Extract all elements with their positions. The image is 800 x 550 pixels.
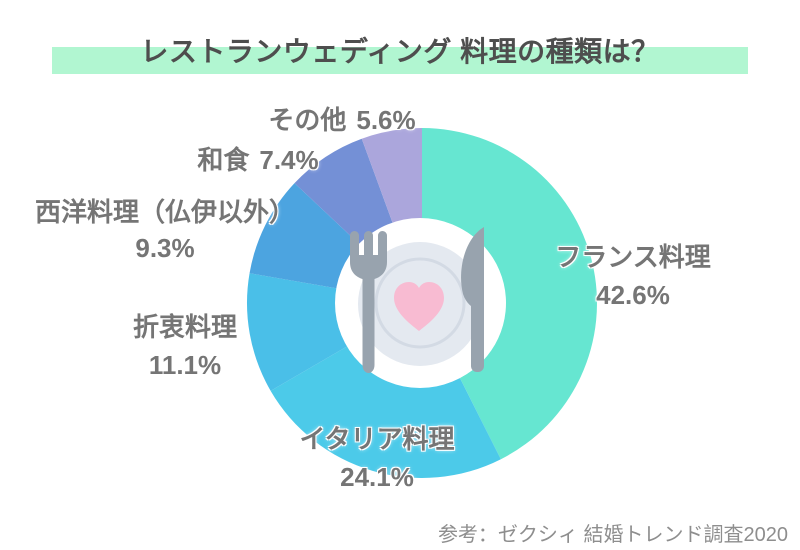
segment-pct: 11.1% xyxy=(148,350,222,380)
label-fusion: 折衷料理 11.1% xyxy=(133,308,237,384)
segment-name: フランス料理 xyxy=(555,242,711,272)
segment-pct: 5.6% xyxy=(356,105,416,135)
donut-segment-5 xyxy=(361,128,422,225)
donut-segment-1 xyxy=(270,345,501,479)
title-highlight-bar xyxy=(52,47,748,74)
donut-segment-0 xyxy=(422,128,597,460)
segment-name: 西洋料理（仏伊以外） xyxy=(34,197,296,227)
segment-name: その他 xyxy=(268,105,347,135)
label-other: その他 5.6% xyxy=(268,101,415,139)
label-italian: イタリア料理 24.1% xyxy=(300,420,455,496)
donut-segment-3 xyxy=(249,183,361,289)
donut-segment-2 xyxy=(247,273,350,391)
donut-segments xyxy=(247,128,597,479)
fork-icon xyxy=(350,231,387,373)
knife-icon xyxy=(461,227,484,372)
label-france: フランス料理 42.6% xyxy=(555,238,710,314)
segment-pct: 7.4% xyxy=(259,145,319,175)
segment-name: 折衷料理 xyxy=(132,312,238,342)
label-western: 西洋料理（仏伊以外） 9.3% xyxy=(35,194,295,266)
segment-name: イタリア料理 xyxy=(299,424,455,454)
page-title: レストランウェディング 料理の種類は？ xyxy=(140,36,660,67)
source-caption: 参考：ゼクシィ 結婚トレンド調査2020 xyxy=(437,524,788,546)
segment-pct: 9.3% xyxy=(135,233,195,263)
plate-icon xyxy=(335,218,505,388)
donut-segment-4 xyxy=(294,138,394,246)
segment-pct: 24.1% xyxy=(340,462,414,492)
label-japanese: 和食 7.4% xyxy=(197,141,318,179)
heart-icon xyxy=(394,282,444,331)
segment-pct: 42.6% xyxy=(596,280,670,310)
plate-ring xyxy=(374,257,466,349)
segment-name: 和食 xyxy=(197,145,250,175)
